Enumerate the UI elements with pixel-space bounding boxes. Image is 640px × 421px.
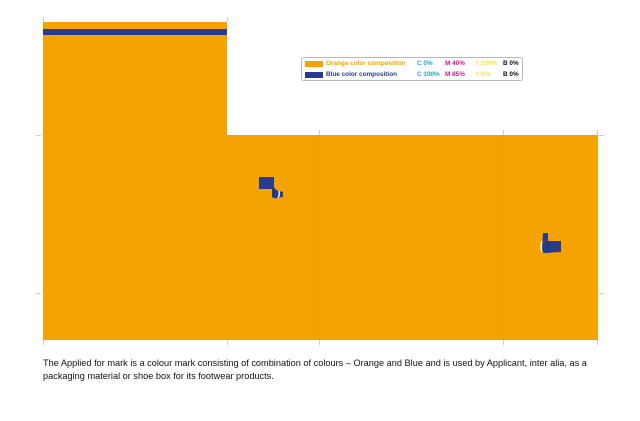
crop-mark xyxy=(599,135,604,136)
black-value: B 0% xyxy=(503,71,519,78)
fold-line xyxy=(503,135,504,340)
crop-mark xyxy=(36,293,41,294)
crop-mark xyxy=(597,130,598,135)
black-value: B 0% xyxy=(503,60,519,67)
yellow-value: Y 0% xyxy=(475,71,491,78)
blue-swatch xyxy=(305,72,323,78)
magenta-value: M 40% xyxy=(445,60,465,67)
blue-stripe xyxy=(43,29,227,35)
cyan-value: C 0% xyxy=(417,60,433,67)
legend-row-orange: Orange color composition C 0% M 40% Y 10… xyxy=(305,59,521,69)
cyan-value: C 100% xyxy=(417,71,440,78)
crop-mark xyxy=(227,17,228,22)
crop-mark xyxy=(227,340,228,345)
crop-mark xyxy=(503,340,504,345)
yellow-value: Y 100% xyxy=(475,60,498,67)
legend-row-blue: Blue color composition C 100% M 85% Y 0%… xyxy=(305,70,521,80)
boot-icon xyxy=(259,177,283,199)
legend-label: Orange color composition xyxy=(326,60,406,67)
crop-mark xyxy=(36,135,41,136)
crop-mark xyxy=(43,340,44,345)
crop-mark xyxy=(599,293,604,294)
box-body-panel xyxy=(227,135,598,340)
crop-mark xyxy=(597,340,598,345)
fold-line xyxy=(319,135,320,340)
crop-mark xyxy=(43,17,44,22)
box-lid-panel xyxy=(43,22,227,340)
crop-mark xyxy=(503,130,504,135)
crop-mark xyxy=(319,130,320,135)
legend-label: Blue color composition xyxy=(326,71,398,78)
color-legend: Orange color composition C 0% M 40% Y 10… xyxy=(301,57,523,81)
orange-swatch xyxy=(305,61,323,67)
description-caption: The Applied for mark is a colour mark co… xyxy=(43,358,587,381)
boot-icon xyxy=(540,233,561,253)
crop-mark xyxy=(319,340,320,345)
magenta-value: M 85% xyxy=(445,71,465,78)
